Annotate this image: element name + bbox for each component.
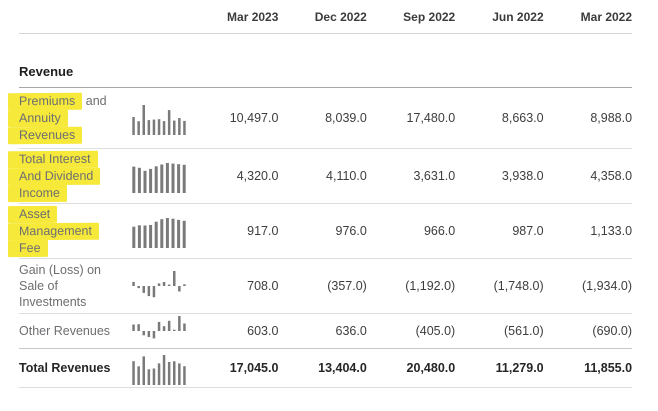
row-label: Asset Management Fee <box>7 205 131 257</box>
column-header-mar-2022: Mar 2022 <box>580 9 633 24</box>
value-cell-sep-2022: 966.0 <box>423 224 456 238</box>
value-cell-mar-2022: (690.0) <box>592 324 633 338</box>
column-header-jun-2022: Jun 2022 <box>492 9 544 24</box>
value-cell-jun-2022: 8,663.0 <box>501 111 544 125</box>
value-cell-jun-2022: 11,279.0 <box>495 361 544 375</box>
table-row-premiums-and-annuity-revenues: Premiums and Annuity Revenues 10,497.0 8,039… <box>7 88 633 149</box>
value-cell-jun-2022: (561.0) <box>504 324 544 338</box>
column-header-dec-2022: Dec 2022 <box>314 9 367 24</box>
sparkline-bars-icon <box>132 355 186 385</box>
row-label: Total Revenues <box>19 360 131 376</box>
value-cell-mar-2022: 1,133.0 <box>590 224 633 238</box>
label-text: Investments <box>19 295 87 309</box>
value-cell-mar-2023: 708.0 <box>247 279 279 293</box>
sparkline-bars-icon <box>132 105 186 135</box>
sparkline-chart <box>131 214 190 248</box>
value-cell-dec-2022: (357.0) <box>327 279 367 293</box>
value-cell-dec-2022: 976.0 <box>335 224 367 238</box>
section-title-revenue: Revenue <box>19 34 632 88</box>
highlighted-label-text: And Dividend <box>7 167 101 185</box>
value-cell-mar-2023: 10,497.0 <box>229 111 279 125</box>
sparkline-bars-icon <box>132 271 186 298</box>
value-cell-mar-2022: 11,855.0 <box>584 361 633 375</box>
value-cell-jun-2022: 3,938.0 <box>501 169 544 183</box>
value-cell-sep-2022: 3,631.0 <box>413 169 456 183</box>
highlighted-label-text: Fee <box>7 239 48 257</box>
table-row-gain-loss-on-sale-of-investments: Gain (Loss) on Sale of Investments 708.0 (35… <box>19 259 632 314</box>
sparkline-chart <box>131 314 190 348</box>
highlighted-label-text: Premiums <box>7 92 83 110</box>
row-label: Total Interest And Dividend Income <box>7 150 131 202</box>
value-cell-sep-2022: (1,192.0) <box>405 279 456 293</box>
highlighted-label-text: Asset <box>7 205 58 223</box>
label-text: Sale of <box>19 279 58 293</box>
sparkline-chart <box>131 159 190 193</box>
value-cell-mar-2022: 8,988.0 <box>590 111 633 125</box>
sparkline-chart <box>131 101 190 135</box>
table-row-total-revenues: Total Revenues 17,045.0 13,404.0 20,480.0 11… <box>19 349 632 388</box>
financials-table: Mar 2023 Dec 2022 Sep 2022 Jun 2022 Mar … <box>7 0 633 388</box>
column-header-sep-2022: Sep 2022 <box>403 9 456 24</box>
sparkline-chart <box>131 269 190 303</box>
table-row-total-interest-and-dividend-income: Total Interest And Dividend Income 4,320.0 4… <box>7 149 633 204</box>
sparkline-chart <box>131 351 190 385</box>
table-row-other-revenues: Other Revenues 603.0 636.0 (405.0) (561.0) (6… <box>19 314 632 349</box>
column-header-mar-2023: Mar 2023 <box>227 9 279 24</box>
value-cell-dec-2022: 8,039.0 <box>325 111 367 125</box>
highlighted-label-text: Annuity <box>7 109 68 127</box>
value-cell-sep-2022: 17,480.0 <box>406 111 456 125</box>
value-cell-dec-2022: 13,404.0 <box>318 361 367 375</box>
value-cell-mar-2022: 4,358.0 <box>590 169 633 183</box>
highlighted-label-text: Total Interest <box>7 150 98 168</box>
value-cell-dec-2022: 4,110.0 <box>326 169 367 183</box>
value-cell-jun-2022: (1,748.0) <box>493 279 544 293</box>
label-text: Other Revenues <box>19 324 111 338</box>
value-cell-mar-2022: (1,934.0) <box>582 279 633 293</box>
period-header-row: Mar 2023 Dec 2022 Sep 2022 Jun 2022 Mar … <box>19 0 632 34</box>
value-cell-mar-2023: 4,320.0 <box>236 169 279 183</box>
label-text: Gain (Loss) on <box>19 263 101 277</box>
highlighted-label-text: Revenues <box>7 126 83 144</box>
sparkline-bars-icon <box>132 316 186 339</box>
value-cell-jun-2022: 987.0 <box>512 224 544 238</box>
row-label: Premiums and Annuity Revenues <box>7 92 131 144</box>
label-text: Total Revenues <box>19 361 111 375</box>
row-label: Other Revenues <box>19 323 131 339</box>
row-label: Gain (Loss) on Sale of Investments <box>19 262 131 310</box>
table-row-asset-management-fee: Asset Management Fee 917.0 976.0 966.0 987.0 1,… <box>7 204 633 259</box>
sparkline-bars-icon <box>132 218 186 248</box>
highlighted-label-text: Income <box>7 184 68 202</box>
value-cell-mar-2023: 917.0 <box>247 224 279 238</box>
value-cell-mar-2023: 603.0 <box>247 324 279 338</box>
value-cell-dec-2022: 636.0 <box>335 324 367 338</box>
value-cell-sep-2022: (405.0) <box>415 324 456 338</box>
value-cell-mar-2023: 17,045.0 <box>229 361 279 375</box>
sparkline-bars-icon <box>132 163 186 193</box>
value-cell-sep-2022: 20,480.0 <box>406 361 456 375</box>
rows-container: Premiums and Annuity Revenues 10,497.0 8,039… <box>7 88 633 388</box>
highlighted-label-text: Management <box>7 222 100 240</box>
